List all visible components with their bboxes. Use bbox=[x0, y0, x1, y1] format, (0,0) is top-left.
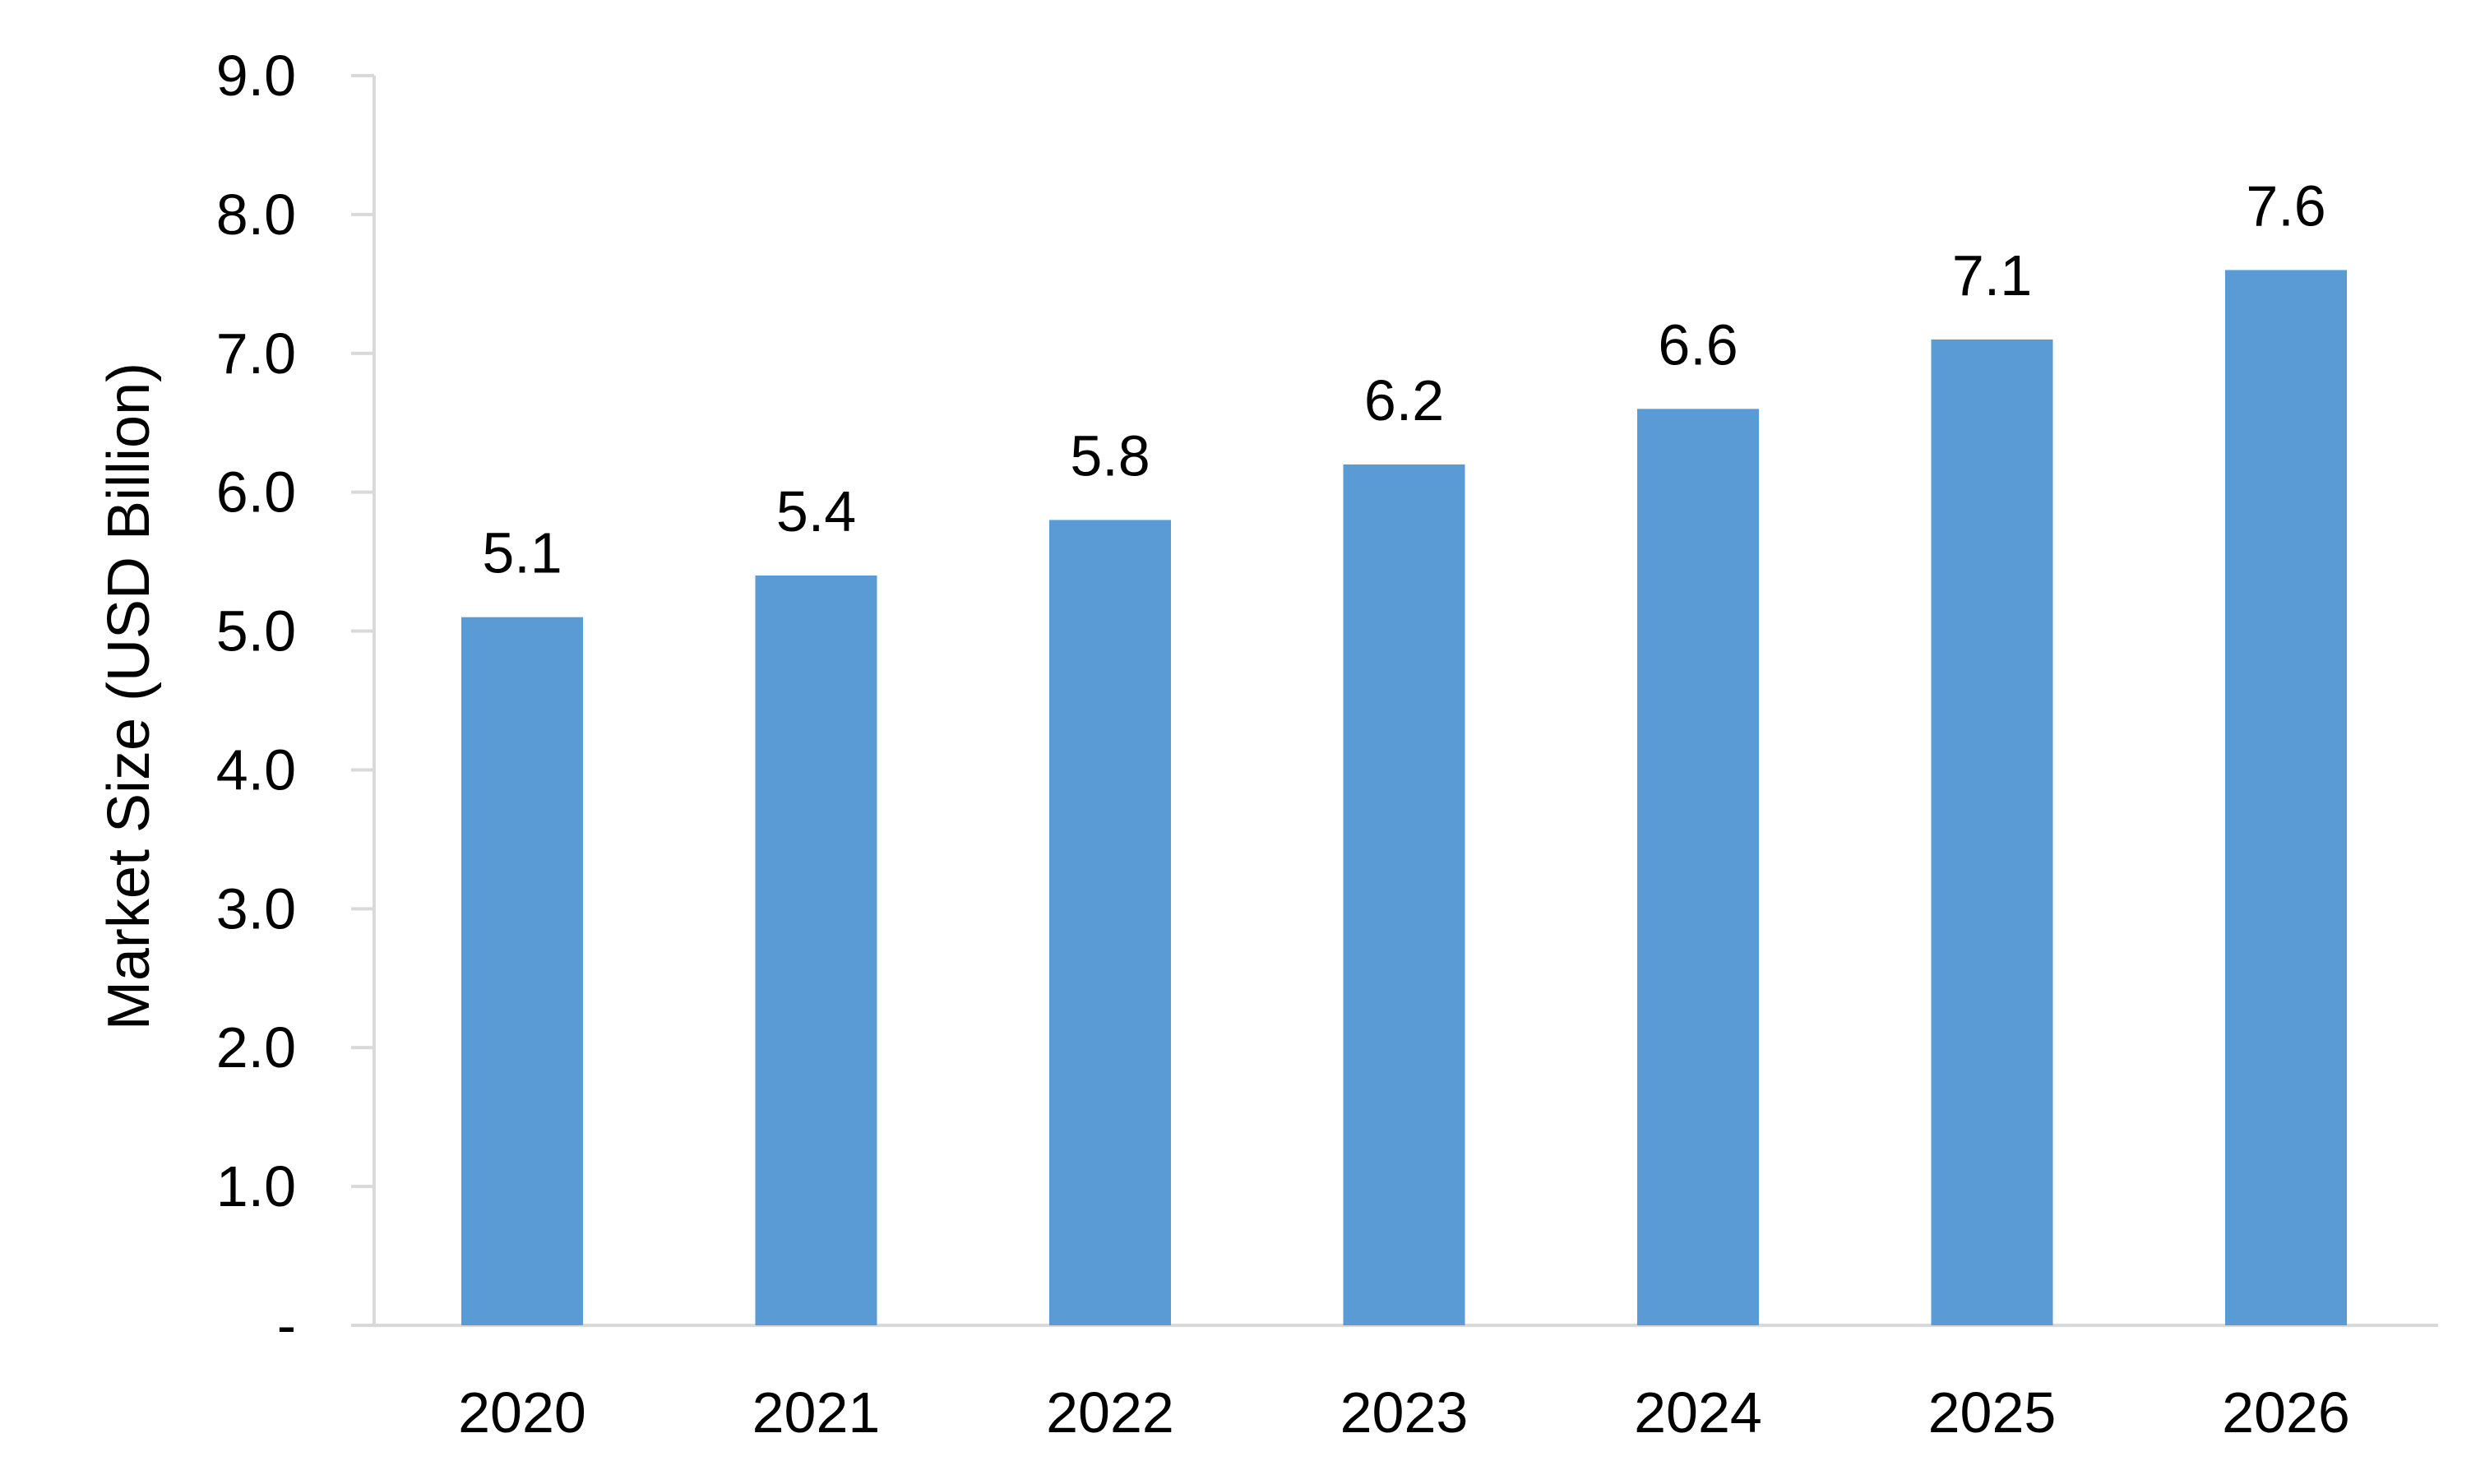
data-labels: 5.1 5.4 5.8 6.2 6.6 7.1 7.6 bbox=[482, 173, 2325, 585]
bar bbox=[755, 576, 877, 1325]
y-tick-label: 4.0 bbox=[216, 737, 296, 802]
y-tick-label: 2.0 bbox=[216, 1015, 296, 1079]
data-label: 7.1 bbox=[1952, 243, 2032, 307]
y-tick-label: 6.0 bbox=[216, 460, 296, 525]
y-axis: - 1.0 2.0 3.0 4.0 5.0 6.0 7.0 8.0 9.0 bbox=[216, 44, 376, 1357]
x-tick-label: 2021 bbox=[752, 1380, 881, 1445]
bar bbox=[1049, 520, 1171, 1325]
x-tick-label: 2024 bbox=[1634, 1380, 1762, 1445]
data-label: 6.2 bbox=[1364, 368, 1444, 432]
data-label: 5.4 bbox=[776, 479, 856, 543]
y-tick-label: 9.0 bbox=[216, 44, 296, 108]
bar bbox=[1931, 339, 2053, 1325]
x-tick-label: 2022 bbox=[1046, 1380, 1174, 1445]
bars bbox=[461, 270, 2347, 1325]
bar bbox=[1637, 409, 1759, 1325]
y-tick-label: 1.0 bbox=[216, 1154, 296, 1218]
x-tick-label: 2026 bbox=[2222, 1380, 2350, 1445]
data-label: 6.6 bbox=[1658, 312, 1738, 377]
x-axis: 2020 2021 2022 2023 2024 2025 2026 bbox=[374, 1324, 2438, 1445]
y-tick-label: 5.0 bbox=[216, 599, 296, 663]
x-tick-label: 2020 bbox=[458, 1380, 586, 1445]
bar bbox=[461, 617, 583, 1325]
bar bbox=[1343, 464, 1465, 1325]
y-tick-label: 8.0 bbox=[216, 183, 296, 247]
x-tick-label: 2025 bbox=[1928, 1380, 2057, 1445]
data-label: 5.8 bbox=[1070, 423, 1150, 488]
x-tick-label: 2023 bbox=[1340, 1380, 1469, 1445]
y-tick-label: - bbox=[277, 1293, 296, 1357]
data-label: 5.1 bbox=[482, 521, 562, 585]
bar bbox=[2225, 270, 2347, 1325]
y-tick-label: 3.0 bbox=[216, 876, 296, 941]
y-tick-label: 7.0 bbox=[216, 321, 296, 386]
y-axis-title: Market Size (USD Billion) bbox=[96, 363, 162, 1030]
data-label: 7.6 bbox=[2246, 173, 2325, 238]
y-axis-title-group: Market Size (USD Billion) bbox=[96, 363, 162, 1030]
